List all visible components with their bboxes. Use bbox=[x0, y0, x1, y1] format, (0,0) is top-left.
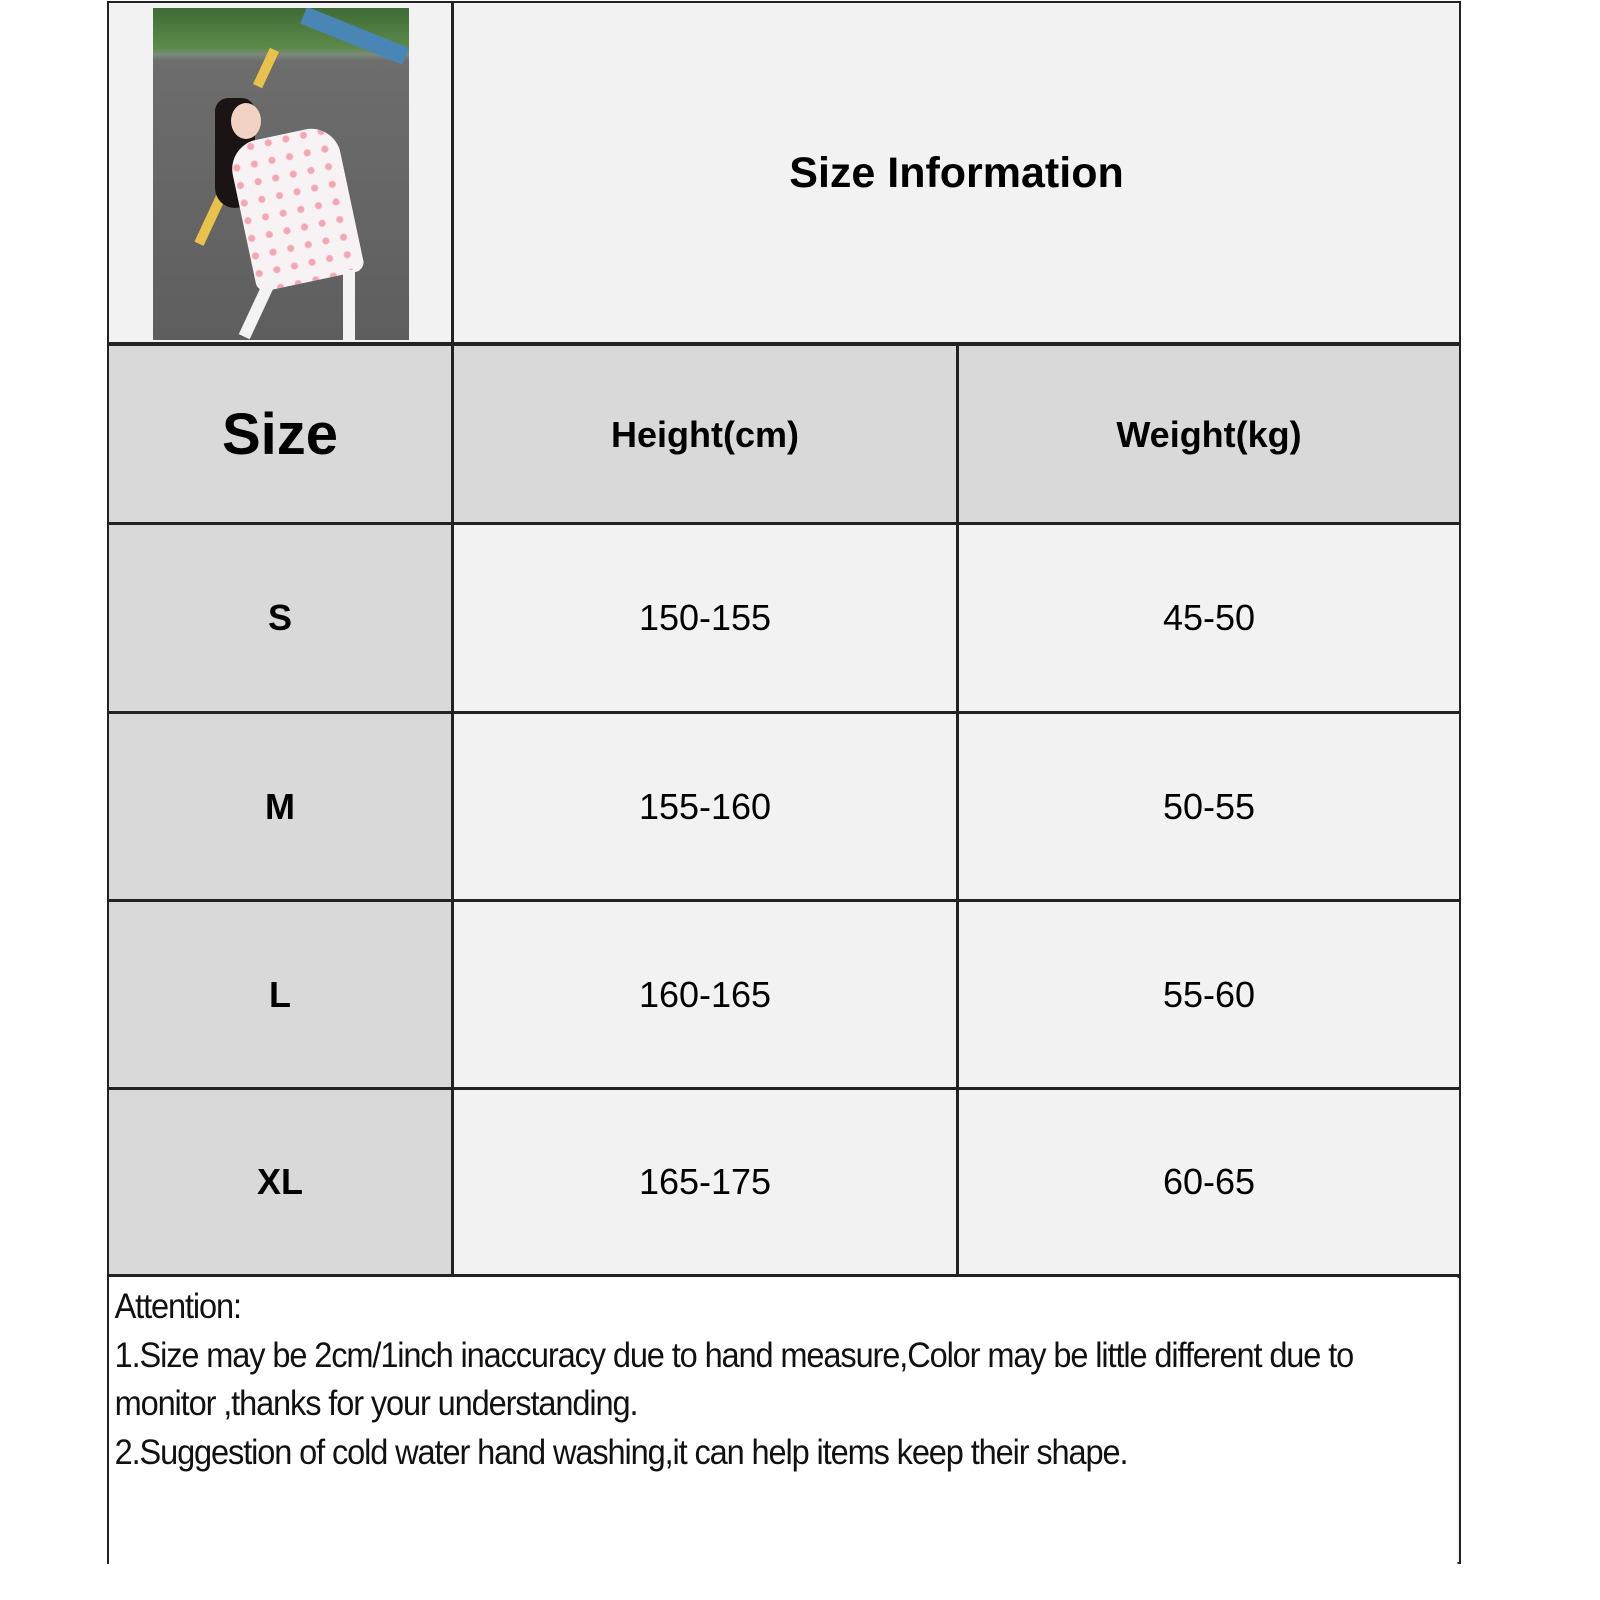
note-line-2: 2.Suggestion of cold water hand washing,… bbox=[114, 1432, 1129, 1472]
size-cell-value: L bbox=[269, 973, 291, 1015]
column-header-label: Height(cm) bbox=[611, 413, 799, 455]
height-cell: 160-165 bbox=[454, 902, 956, 1087]
height-cell: 150-155 bbox=[454, 525, 956, 711]
note-line-1: 1.Size may be 2cm/1inch inaccuracy due t… bbox=[114, 1335, 1355, 1424]
size-cell-value: M bbox=[265, 785, 295, 827]
height-cell-value: 160-165 bbox=[638, 973, 772, 1015]
size-cell: L bbox=[109, 902, 451, 1087]
size-cell: XL bbox=[109, 1090, 451, 1274]
weight-cell: 55-60 bbox=[959, 902, 1459, 1087]
column-header-label: Weight(kg) bbox=[1116, 413, 1302, 455]
weight-cell: 50-55 bbox=[959, 714, 1459, 899]
height-cell-value: 150-155 bbox=[638, 597, 772, 638]
product-image-cell bbox=[109, 3, 452, 343]
notes-heading: Attention: bbox=[114, 1287, 242, 1326]
weight-cell-value: 60-65 bbox=[1162, 1161, 1256, 1202]
weight-cell-value: 55-60 bbox=[1162, 973, 1256, 1015]
height-cell-value: 165-175 bbox=[638, 1161, 772, 1202]
title-cell: Size Information bbox=[454, 3, 1459, 343]
height-cell: 155-160 bbox=[454, 714, 956, 899]
size-cell-value: S bbox=[267, 597, 292, 638]
column-header-size: Size bbox=[109, 346, 451, 523]
weight-cell: 60-65 bbox=[959, 1090, 1459, 1274]
column-header-weight: Weight(kg) bbox=[959, 346, 1459, 523]
size-cell: M bbox=[109, 714, 451, 899]
product-photo bbox=[153, 8, 409, 340]
weight-cell-value: 50-55 bbox=[1162, 785, 1256, 827]
size-cell-value: XL bbox=[256, 1161, 303, 1202]
height-cell-value: 155-160 bbox=[638, 785, 772, 827]
size-cell: S bbox=[109, 525, 451, 711]
weight-cell: 45-50 bbox=[959, 525, 1459, 711]
page-title: Size Information bbox=[789, 148, 1124, 197]
column-header-label: Size bbox=[221, 402, 339, 467]
weight-cell-value: 45-50 bbox=[1162, 597, 1256, 638]
size-chart: Size Information Size Height(cm) Weight(… bbox=[107, 1, 1461, 1564]
height-cell: 165-175 bbox=[454, 1090, 956, 1274]
column-header-height: Height(cm) bbox=[454, 346, 956, 523]
attention-notes: Attention: 1.Size may be 2cm/1inch inacc… bbox=[109, 1277, 1458, 1564]
